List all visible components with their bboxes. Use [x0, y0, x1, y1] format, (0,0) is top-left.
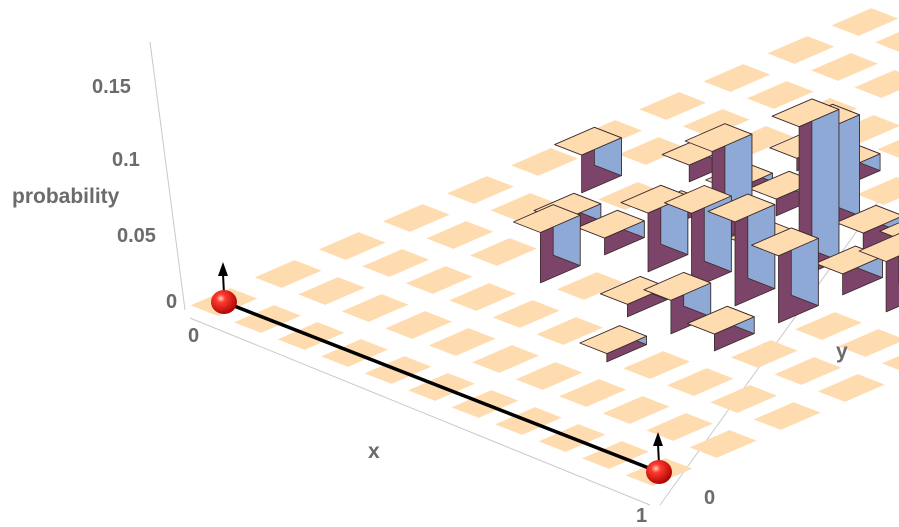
floor-tile [490, 193, 558, 221]
marker-arrow-head [218, 262, 228, 276]
floor-tile [469, 238, 537, 266]
bar-top-face [512, 204, 581, 233]
bar-top-face [858, 233, 899, 262]
bar-top-face [835, 204, 899, 234]
bar-top-face [664, 185, 732, 214]
floor-tile [882, 356, 899, 371]
floor-tile [449, 283, 517, 311]
z-axis-line [149, 41, 186, 311]
floor-tile [385, 311, 452, 339]
path-marker [211, 262, 237, 314]
floor-tile [703, 64, 771, 92]
floor-tile [472, 345, 539, 373]
floor-tile [602, 396, 670, 424]
bar [579, 325, 648, 363]
y-tick-label: 0 [704, 487, 715, 509]
floor-tile [318, 232, 386, 260]
bar-top-face [707, 193, 776, 223]
floor-tile [428, 328, 496, 356]
path-line [223, 300, 660, 474]
floor-tile [689, 430, 757, 458]
bar [751, 227, 819, 324]
floor-tile [710, 385, 778, 413]
floor-tile [753, 402, 821, 430]
bar-side-face [811, 98, 840, 262]
floor-tile [254, 260, 322, 288]
floor-tile [559, 379, 626, 407]
floor-tile [877, 140, 899, 158]
floor-tile [795, 312, 862, 340]
floor-tile [666, 368, 734, 396]
floor-tile [618, 137, 686, 165]
floor-tile [298, 277, 365, 305]
x-tick-label: 0 [188, 325, 199, 347]
floor-tile [811, 53, 878, 81]
floor-tile [817, 374, 885, 402]
floor-tile [598, 182, 665, 210]
bar [686, 305, 755, 352]
floor-tile [511, 148, 578, 176]
floor-tile [746, 81, 814, 109]
floor-tile [426, 221, 494, 249]
floor-tile [767, 36, 835, 64]
floor-tile [405, 266, 473, 294]
x-axis-label: x [368, 440, 380, 463]
floor-tile [341, 294, 409, 322]
floor-tile [556, 272, 624, 300]
bar-top-face [554, 126, 622, 156]
floor-tile [774, 357, 842, 385]
bar-top-face [579, 325, 648, 355]
x-tick-label: 1 [636, 505, 647, 527]
bar [512, 204, 581, 284]
bar [643, 271, 712, 335]
bar [577, 209, 645, 256]
path-markers [211, 262, 672, 484]
floor-tile [856, 177, 899, 205]
floor-tile [447, 176, 514, 204]
bar-front-face [885, 255, 899, 313]
z-tick-label: 0 [166, 291, 177, 313]
floor-tile [382, 204, 450, 232]
bars [512, 98, 899, 363]
floor-tile [646, 413, 713, 441]
bar [664, 185, 732, 290]
z-tick-label: 0.1 [112, 149, 140, 171]
floor-tile [492, 300, 560, 328]
floor-tile [831, 8, 899, 36]
floor-tile [875, 32, 899, 52]
marker-arrow-head [653, 432, 663, 446]
z-tick-label: 0.15 [92, 76, 131, 98]
floor-tile [682, 109, 750, 137]
bar [554, 126, 622, 194]
bar [835, 204, 899, 251]
floor-tile [854, 70, 899, 98]
z-tick-label: 0.05 [117, 225, 156, 247]
y-axis-label: y [836, 340, 848, 363]
floor-tile [362, 249, 430, 277]
bar-top-face [771, 98, 840, 128]
x-axis-edge [189, 317, 651, 506]
floor-tile [623, 351, 691, 379]
floor-tile [639, 92, 707, 120]
floor-tile [730, 340, 798, 368]
marker-sphere [646, 460, 672, 484]
floor-tile [536, 317, 604, 345]
bar-top-face [751, 227, 819, 257]
bar-top-face [686, 305, 755, 335]
z-axis-label: probability [12, 185, 120, 208]
bar-top-face [577, 209, 645, 239]
path-line-segment [223, 300, 660, 474]
bar-top-face [643, 271, 712, 301]
floor-tile [838, 329, 899, 357]
bar-top-face [684, 123, 753, 152]
path-marker [646, 432, 672, 484]
marker-sphere [211, 290, 237, 314]
floor-tile [515, 362, 583, 390]
